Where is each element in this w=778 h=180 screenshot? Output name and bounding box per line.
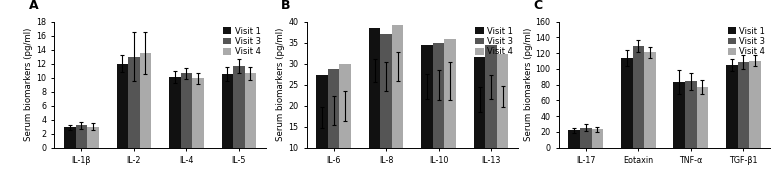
Bar — [317, 75, 328, 148]
Bar — [339, 64, 351, 148]
Bar — [128, 57, 140, 148]
Bar — [117, 64, 128, 148]
Legend: Visit 1, Visit 3, Visit 4: Visit 1, Visit 3, Visit 4 — [223, 26, 261, 57]
Bar — [180, 73, 192, 148]
Bar — [485, 45, 497, 148]
Bar — [569, 130, 580, 148]
Y-axis label: Serum biomarkers (pg/ml): Serum biomarkers (pg/ml) — [524, 28, 533, 141]
Bar — [169, 77, 180, 148]
Bar — [328, 111, 339, 148]
Bar — [192, 78, 204, 148]
Bar — [421, 45, 433, 148]
Bar — [244, 73, 256, 148]
Bar — [738, 62, 749, 148]
Legend: Visit 1, Visit 3, Visit 4: Visit 1, Visit 3, Visit 4 — [727, 26, 766, 57]
Bar — [192, 78, 204, 148]
Bar — [369, 28, 380, 148]
Bar — [738, 62, 749, 148]
Bar — [140, 53, 151, 148]
Bar — [749, 61, 761, 148]
Bar — [317, 117, 328, 148]
Bar — [685, 81, 696, 148]
Bar — [380, 34, 392, 148]
Bar — [75, 125, 87, 148]
Bar — [497, 96, 508, 148]
Bar — [485, 87, 497, 148]
Y-axis label: Serum biomarkers (pg/ml): Serum biomarkers (pg/ml) — [276, 28, 286, 141]
Bar — [328, 69, 339, 148]
Bar — [392, 67, 404, 148]
Text: A: A — [29, 0, 39, 12]
Bar — [392, 24, 404, 148]
Bar — [433, 85, 444, 148]
Bar — [580, 128, 591, 148]
Bar — [233, 66, 244, 148]
Y-axis label: Serum biomarkers (pg/ml): Serum biomarkers (pg/ml) — [24, 28, 33, 141]
Bar — [726, 65, 738, 148]
Bar — [569, 130, 580, 148]
Bar — [644, 52, 656, 148]
Bar — [64, 127, 75, 148]
Bar — [726, 65, 738, 148]
Bar — [117, 64, 128, 148]
Bar — [339, 106, 351, 148]
Bar — [64, 127, 75, 148]
Legend: Visit 1, Visit 3, Visit 4: Visit 1, Visit 3, Visit 4 — [475, 26, 513, 57]
Bar — [591, 129, 603, 148]
Bar — [222, 74, 233, 148]
Bar — [580, 128, 591, 148]
Bar — [674, 82, 685, 148]
Text: B: B — [282, 0, 291, 12]
Bar — [621, 58, 633, 148]
Bar — [233, 66, 244, 148]
Bar — [87, 127, 99, 148]
Bar — [749, 61, 761, 148]
Bar — [87, 127, 99, 148]
Bar — [433, 43, 444, 148]
Bar — [633, 46, 644, 148]
Bar — [75, 125, 87, 148]
Bar — [685, 81, 696, 148]
Text: C: C — [534, 0, 542, 12]
Bar — [591, 129, 603, 148]
Bar — [696, 87, 708, 148]
Bar — [169, 77, 180, 148]
Bar — [696, 87, 708, 148]
Bar — [128, 57, 140, 148]
Bar — [421, 87, 433, 148]
Bar — [244, 73, 256, 148]
Bar — [140, 53, 151, 148]
Bar — [444, 39, 456, 148]
Bar — [621, 58, 633, 148]
Bar — [444, 81, 456, 148]
Bar — [369, 70, 380, 148]
Bar — [644, 52, 656, 148]
Bar — [633, 46, 644, 148]
Bar — [474, 57, 485, 148]
Bar — [222, 74, 233, 148]
Bar — [474, 99, 485, 148]
Bar — [497, 54, 508, 148]
Bar — [180, 73, 192, 148]
Bar — [380, 76, 392, 148]
Bar — [674, 82, 685, 148]
